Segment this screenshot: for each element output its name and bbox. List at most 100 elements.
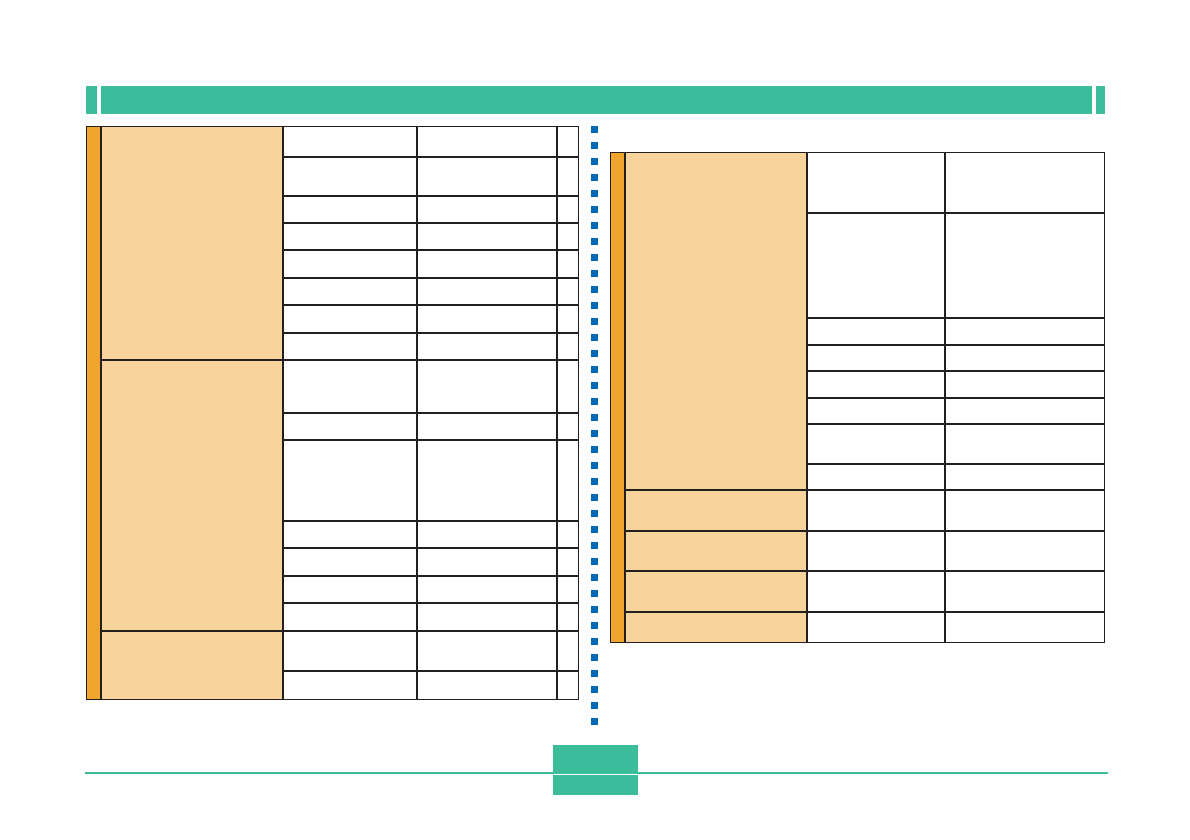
divider-dot xyxy=(591,430,598,437)
left-table-group-cell xyxy=(100,630,283,700)
right-table-section-stripe xyxy=(609,151,625,643)
divider-dot xyxy=(591,398,598,405)
divider-dot xyxy=(591,638,598,645)
left-table-group-cell xyxy=(100,359,283,631)
left-table-cell xyxy=(416,222,557,250)
right-table-cell xyxy=(806,212,945,318)
right-table-cell xyxy=(806,151,945,213)
left-table-cell xyxy=(416,277,557,305)
left-table-cell xyxy=(282,359,417,413)
divider-dot xyxy=(591,206,598,213)
divider-dot xyxy=(591,686,598,693)
right-table-cell xyxy=(944,397,1105,424)
left-table-cell xyxy=(282,222,417,250)
right-table-cell xyxy=(944,370,1105,398)
divider-dot xyxy=(591,302,598,309)
right-table-cell xyxy=(944,344,1105,371)
left-table-cell xyxy=(556,439,579,521)
left-table-cell xyxy=(556,156,579,196)
divider-dot xyxy=(591,238,598,245)
left-table-cell xyxy=(556,277,579,305)
right-table-cell xyxy=(806,397,945,424)
divider-dot xyxy=(591,382,598,389)
divider-dot xyxy=(591,718,598,725)
right-table-cell xyxy=(806,463,945,490)
right-table-cell xyxy=(806,423,945,464)
left-table-cell xyxy=(556,195,579,223)
divider-dot xyxy=(591,190,598,197)
right-table-cell xyxy=(806,489,945,531)
left-table-cell xyxy=(556,304,579,333)
left-table-cell xyxy=(416,439,557,521)
right-table-cell xyxy=(944,151,1105,213)
right-table-cell xyxy=(806,370,945,398)
left-table-cell xyxy=(416,575,557,603)
divider-dot xyxy=(591,574,598,581)
left-table-cell xyxy=(556,547,579,576)
right-table-cell xyxy=(806,530,945,571)
right-table-cell xyxy=(944,530,1105,571)
left-table-cell xyxy=(416,195,557,223)
divider-dot xyxy=(591,270,598,277)
divider-dot xyxy=(591,670,598,677)
left-table-cell xyxy=(416,332,557,360)
left-table-cell xyxy=(416,359,557,413)
divider-dot xyxy=(591,414,598,421)
header-tab-right xyxy=(1096,86,1105,114)
left-table-cell xyxy=(556,222,579,250)
divider-dot xyxy=(591,510,598,517)
left-table-cell xyxy=(416,547,557,576)
divider-dot xyxy=(591,526,598,533)
left-table-cell xyxy=(556,412,579,440)
left-table-cell xyxy=(282,156,417,196)
left-table-cell xyxy=(416,412,557,440)
right-table-cell xyxy=(944,423,1105,464)
divider-dot xyxy=(591,494,598,501)
left-table-cell xyxy=(556,125,579,157)
right-table-group-cell xyxy=(624,151,807,490)
left-table-cell xyxy=(556,670,579,700)
right-table-group-cell xyxy=(624,530,807,571)
header-tab-left xyxy=(86,86,97,114)
right-table-cell xyxy=(944,570,1105,612)
left-table-cell xyxy=(416,670,557,700)
left-table-cell xyxy=(416,630,557,671)
divider-dot xyxy=(591,606,598,613)
divider-dot xyxy=(591,654,598,661)
left-table-cell xyxy=(416,125,557,157)
left-table-cell xyxy=(282,412,417,440)
divider-dot xyxy=(591,174,598,181)
right-table-cell xyxy=(806,570,945,612)
divider-dot xyxy=(591,254,598,261)
divider-dot xyxy=(591,702,598,709)
divider-dot xyxy=(591,590,598,597)
left-table-cell xyxy=(416,602,557,631)
left-table-cell xyxy=(282,249,417,278)
left-table-cell xyxy=(282,575,417,603)
left-table-cell xyxy=(416,156,557,196)
right-table-group-cell xyxy=(624,489,807,531)
divider-dot xyxy=(591,462,598,469)
left-table-cell xyxy=(282,277,417,305)
left-table-cell xyxy=(416,520,557,548)
right-table-group-cell xyxy=(624,611,807,643)
left-table-cell xyxy=(556,249,579,278)
divider-dot xyxy=(591,158,598,165)
right-table-cell xyxy=(944,317,1105,345)
left-table-cell xyxy=(282,547,417,576)
divider-dot xyxy=(591,478,598,485)
divider-dot xyxy=(591,142,598,149)
right-table-group-cell xyxy=(624,570,807,612)
divider-dot xyxy=(591,126,598,133)
left-table-cell xyxy=(556,332,579,360)
right-table-cell xyxy=(806,344,945,371)
left-table-cell xyxy=(282,195,417,223)
right-table-cell xyxy=(944,489,1105,531)
divider-dot xyxy=(591,622,598,629)
divider-dot xyxy=(591,542,598,549)
left-table-cell xyxy=(556,602,579,631)
left-table-cell xyxy=(416,249,557,278)
left-table-cell xyxy=(282,520,417,548)
left-table-cell xyxy=(282,602,417,631)
right-table-cell xyxy=(806,611,945,643)
